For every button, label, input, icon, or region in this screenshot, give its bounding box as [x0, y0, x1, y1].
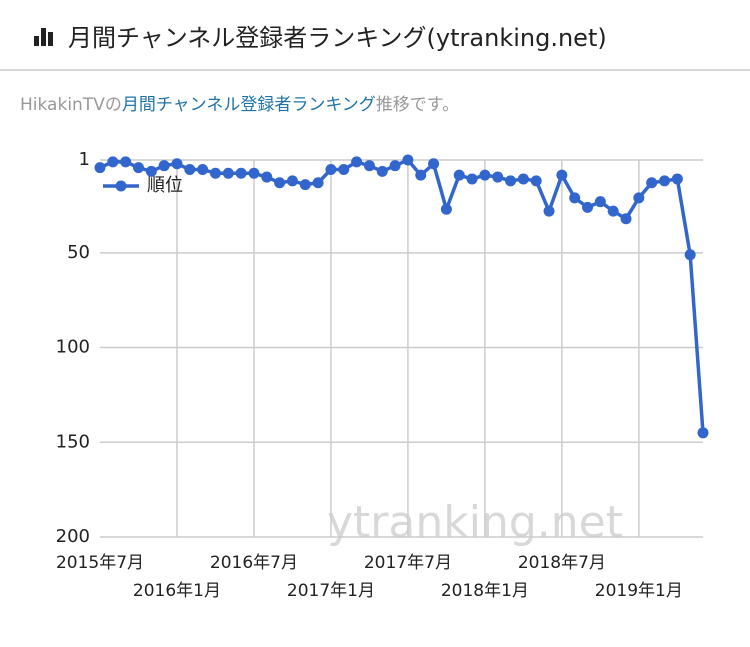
data-point — [428, 158, 440, 170]
data-point — [94, 162, 106, 174]
header-title: 月間チャンネル登録者ランキング(ytranking.net) — [68, 24, 607, 52]
data-point — [671, 173, 683, 185]
data-point — [646, 177, 658, 189]
x-tick-label: 2017年1月 — [287, 581, 375, 601]
data-point — [312, 177, 324, 189]
y-tick-label: 50 — [67, 242, 90, 263]
x-tick-label: 2015年7月 — [56, 553, 144, 573]
data-point — [261, 171, 273, 183]
data-point — [530, 175, 542, 187]
x-tick-label: 2016年1月 — [133, 581, 221, 601]
data-point — [517, 173, 529, 185]
data-point — [222, 167, 234, 179]
y-tick-label: 200 — [56, 526, 90, 547]
data-point — [659, 175, 671, 187]
data-point — [402, 154, 414, 166]
data-point — [286, 175, 298, 187]
data-point — [594, 196, 606, 208]
y-tick-label: 1 — [79, 149, 90, 170]
data-point — [415, 169, 427, 181]
data-point — [107, 156, 119, 168]
y-tick-label: 100 — [56, 337, 90, 358]
data-point — [158, 160, 170, 172]
x-tick-label: 2017年7月 — [364, 553, 452, 573]
x-tick-label: 2018年7月 — [518, 553, 606, 573]
data-point — [299, 179, 311, 191]
data-point — [453, 169, 465, 181]
data-point — [338, 163, 350, 175]
data-point — [363, 160, 375, 172]
x-tick-label: 2016年7月 — [210, 553, 298, 573]
subtitle-suffix: 推移です。 — [376, 95, 459, 115]
data-point — [607, 205, 619, 217]
watermark: ytranking.net — [327, 497, 623, 548]
data-point — [479, 169, 491, 181]
legend-label: 順位 — [147, 175, 183, 196]
data-point — [197, 163, 209, 175]
data-point — [274, 177, 286, 189]
subtitle-link[interactable]: 月間チャンネル登録者ランキング — [122, 95, 376, 115]
legend-marker — [115, 180, 127, 192]
x-tick-label: 2018年1月 — [441, 581, 529, 601]
data-point — [556, 169, 568, 181]
data-point — [389, 160, 401, 172]
header-icon — [34, 28, 53, 46]
data-point — [325, 163, 337, 175]
data-point — [440, 203, 452, 215]
y-tick-label: 150 — [56, 431, 90, 452]
data-point — [145, 165, 157, 177]
data-point — [376, 165, 388, 177]
data-point — [633, 192, 645, 204]
data-point — [120, 156, 132, 168]
data-point — [132, 162, 144, 174]
data-point — [697, 427, 709, 439]
data-point — [684, 249, 696, 261]
subtitle-prefix: HikakinTVの — [20, 95, 122, 115]
data-point — [569, 192, 581, 204]
data-point — [235, 167, 247, 179]
subtitle: HikakinTVの月間チャンネル登録者ランキング推移です。 — [20, 95, 459, 115]
data-point — [492, 171, 504, 183]
data-point — [582, 201, 594, 213]
data-point — [466, 173, 478, 185]
data-point — [248, 167, 260, 179]
series-line — [99, 158, 705, 433]
data-point — [351, 156, 363, 168]
data-point — [543, 205, 555, 217]
data-point — [184, 163, 196, 175]
data-point — [171, 158, 183, 170]
data-point — [620, 213, 632, 225]
data-point — [209, 167, 221, 179]
data-point — [505, 175, 517, 187]
x-tick-label: 2019年1月 — [595, 581, 683, 601]
plot: ytranking.net1501001502002015年7月2016年1月2… — [56, 149, 709, 601]
